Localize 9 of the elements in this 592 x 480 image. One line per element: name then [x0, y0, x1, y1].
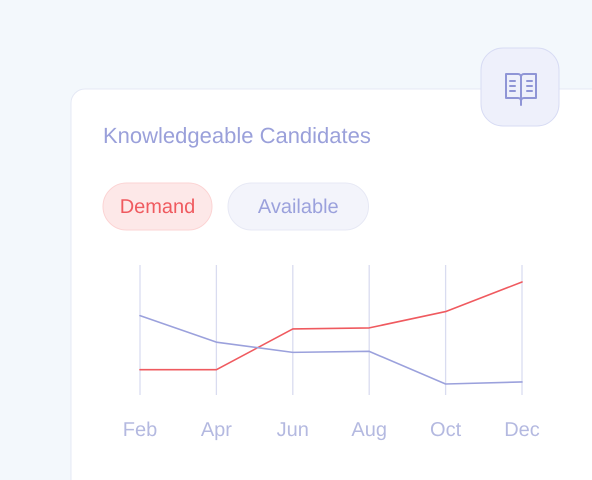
- chart-title: Knowledgeable Candidates: [103, 123, 371, 148]
- text: Demand: [120, 196, 196, 218]
- text: Available: [258, 196, 339, 218]
- x-tick-label: Feb: [122, 419, 158, 441]
- x-tick-label: Aug: [351, 419, 387, 441]
- x-tick-label: Apr: [200, 419, 232, 441]
- x-tick-label: Dec: [504, 419, 540, 441]
- x-tick-label: Jun: [276, 419, 309, 441]
- x-tick-label: Oct: [430, 419, 462, 441]
